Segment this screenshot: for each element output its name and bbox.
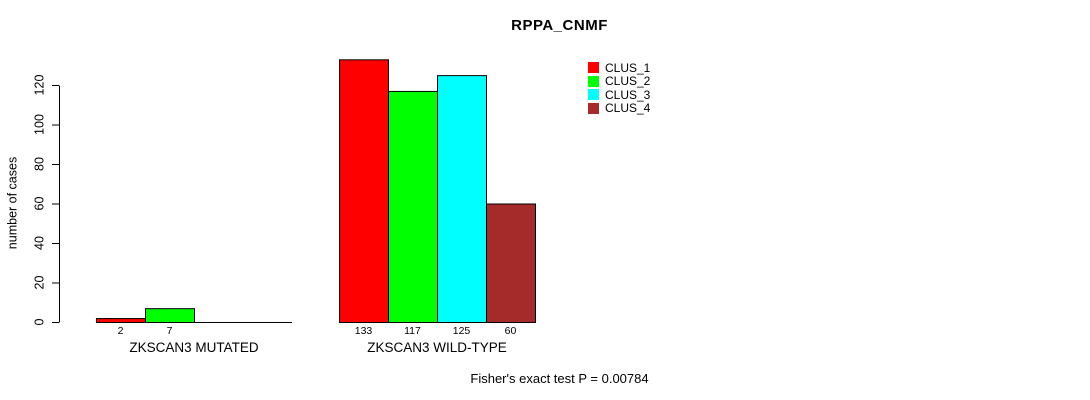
legend-item-clus-2: CLUS_2 bbox=[588, 74, 651, 88]
bar-value-label: 125 bbox=[453, 325, 471, 337]
stat-annotation: Fisher's exact test P = 0.00784 bbox=[470, 371, 649, 386]
legend-label-clus-4: CLUS_4 bbox=[605, 101, 651, 115]
y-tick-label: 80 bbox=[32, 157, 46, 171]
bar-value-label: 60 bbox=[505, 325, 517, 337]
bar-clus_1-group0 bbox=[96, 318, 146, 323]
bar-clus_3-group1 bbox=[437, 75, 487, 323]
y-tick-label: 0 bbox=[32, 318, 46, 325]
legend-label-clus-1: CLUS_1 bbox=[605, 60, 651, 75]
legend-item-clus-4: CLUS_4 bbox=[588, 101, 651, 115]
legend-label-clus-2: CLUS_2 bbox=[605, 74, 651, 88]
chart-title: RPPA_CNMF bbox=[511, 17, 608, 34]
bar-clus_1-group1 bbox=[339, 59, 389, 323]
group-label: ZKSCAN3 WILD-TYPE bbox=[367, 340, 507, 355]
bar-clus_2-group1 bbox=[388, 90, 438, 323]
y-tick-label: 40 bbox=[32, 236, 46, 250]
bar-clus_2-group0 bbox=[145, 308, 195, 323]
y-tick-label: 20 bbox=[32, 276, 46, 290]
bar-value-label: 7 bbox=[167, 325, 173, 337]
legend-swatch-clus-4 bbox=[588, 102, 599, 114]
y-tick-label: 120 bbox=[32, 75, 46, 96]
legend-item-clus-3: CLUS_3 bbox=[588, 87, 651, 102]
bar-value-label: 133 bbox=[355, 325, 373, 337]
y-tick-label: 100 bbox=[32, 114, 46, 135]
y-tick-label: 60 bbox=[32, 197, 46, 211]
y-axis-title: number of cases bbox=[5, 157, 19, 249]
legend-item-clus-1: CLUS_1 bbox=[588, 60, 651, 75]
legend-swatch-clus-3 bbox=[588, 89, 599, 100]
legend-swatch-clus-2 bbox=[588, 75, 599, 87]
bar-value-label: 2 bbox=[118, 325, 124, 337]
group-label: ZKSCAN3 MUTATED bbox=[129, 340, 259, 355]
legend: CLUS_1 CLUS_2 CLUS_3 CLUS_4 bbox=[588, 61, 650, 115]
bar-clus_4-group1 bbox=[486, 203, 536, 323]
legend-swatch-clus-1 bbox=[588, 62, 599, 73]
legend-label-clus-3: CLUS_3 bbox=[605, 87, 651, 102]
bar-value-label: 117 bbox=[404, 325, 421, 337]
